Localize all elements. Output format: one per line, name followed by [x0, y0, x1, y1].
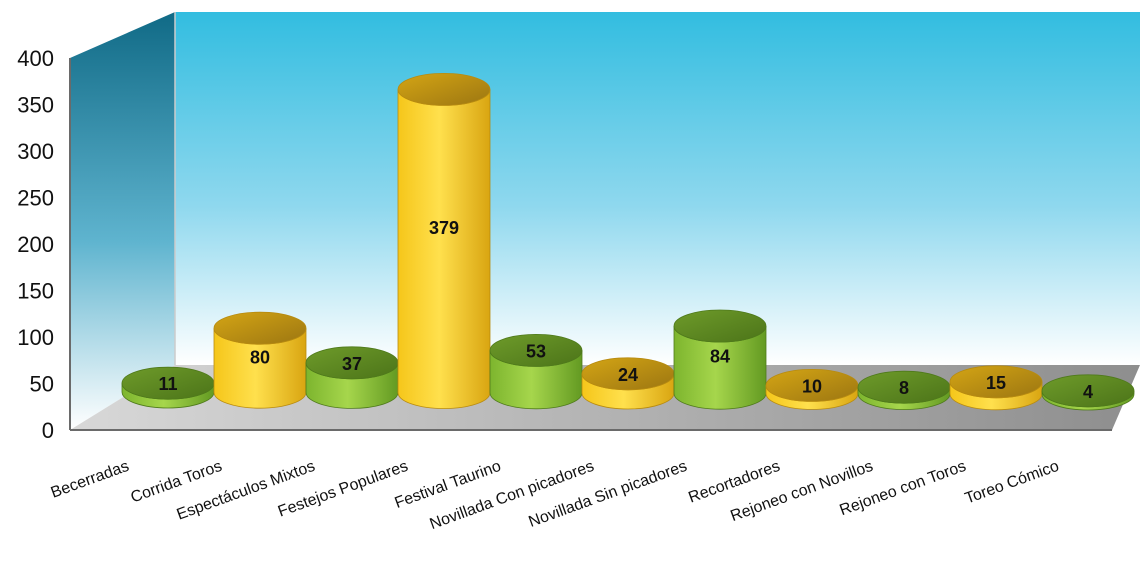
- y-tick-label: 350: [17, 93, 54, 118]
- bars: 11 80 37 379 53 24 84 10 8 15 4: [121, 73, 1135, 411]
- bar: 8: [857, 370, 951, 410]
- bar-top: [673, 309, 767, 343]
- chart-side-wall: [70, 12, 175, 430]
- data-label: 10: [802, 376, 822, 396]
- bar: 4: [1041, 374, 1135, 411]
- y-tick-label: 400: [17, 46, 54, 71]
- y-tick-label: 100: [17, 325, 54, 350]
- data-label: 37: [342, 354, 362, 374]
- y-tick-label: 300: [17, 139, 54, 164]
- data-label: 11: [158, 374, 177, 394]
- bar-body: [397, 89, 491, 409]
- y-tick-label: 50: [30, 372, 54, 397]
- bar-top: [489, 333, 583, 367]
- x-tick-label: Toreo Cómico: [963, 458, 1062, 508]
- bar: 37: [305, 346, 399, 409]
- x-tick-label: Novillada Sin picadores: [526, 458, 689, 531]
- data-label: 4: [1083, 382, 1093, 402]
- y-tick-label: 150: [17, 279, 54, 304]
- y-axis: 0 50 100 150 200 250 300 350 400: [17, 46, 54, 443]
- data-label: 15: [986, 373, 1006, 393]
- data-label: 53: [526, 341, 546, 361]
- bar-top: [213, 311, 307, 345]
- bar-top: [397, 73, 491, 106]
- bar: 53: [489, 333, 583, 410]
- data-label: 379: [429, 218, 459, 238]
- y-tick-label: 0: [42, 418, 54, 443]
- bar: 11: [121, 366, 215, 409]
- chart-back-wall: [175, 12, 1140, 365]
- bar: 84: [673, 309, 767, 410]
- bar: 379: [397, 73, 491, 409]
- bar-top: [949, 365, 1043, 399]
- data-label: 24: [618, 365, 638, 385]
- data-label: 84: [710, 347, 730, 367]
- x-tick-label: Becerradas: [49, 458, 132, 502]
- bar-top: [1041, 374, 1135, 408]
- data-label: 8: [899, 378, 909, 398]
- data-label: 80: [250, 347, 270, 367]
- bar: 80: [213, 311, 307, 409]
- x-tick-label: Novillada Con picadores: [428, 458, 597, 533]
- y-tick-label: 250: [17, 186, 54, 211]
- y-tick-label: 200: [17, 232, 54, 257]
- bar: 24: [581, 357, 675, 410]
- bar: 15: [949, 365, 1043, 411]
- bar: 10: [765, 368, 859, 410]
